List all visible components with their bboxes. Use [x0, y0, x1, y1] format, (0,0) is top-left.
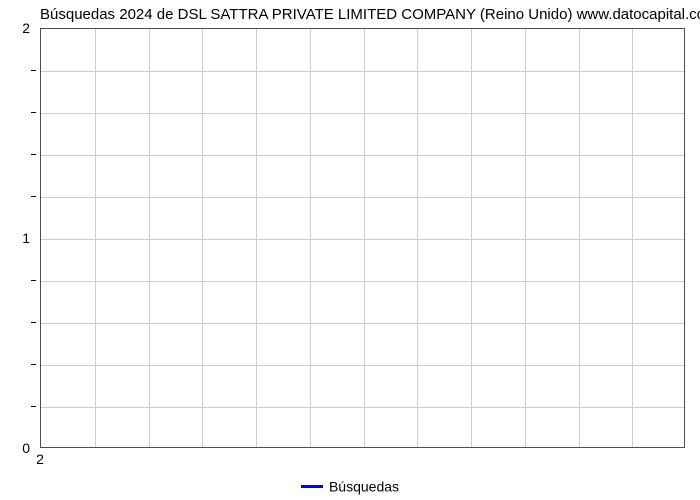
y-tick-label: 2	[22, 21, 30, 35]
chart-container: Búsquedas 2024 de DSL SATTRA PRIVATE LIM…	[0, 0, 700, 500]
gridline-vertical	[95, 29, 96, 447]
y-minor-tick	[31, 406, 36, 407]
plot-area	[40, 28, 685, 448]
y-axis: 012	[0, 28, 36, 448]
gridline-vertical	[202, 29, 203, 447]
gridline-horizontal	[41, 323, 684, 324]
legend-swatch	[301, 485, 323, 488]
gridline-vertical	[471, 29, 472, 447]
y-minor-tick	[31, 280, 36, 281]
y-minor-tick	[31, 322, 36, 323]
gridline-vertical	[364, 29, 365, 447]
gridline-vertical	[525, 29, 526, 447]
y-tick-label: 0	[22, 441, 30, 455]
gridline-horizontal	[41, 281, 684, 282]
legend-label: Búsquedas	[329, 478, 399, 494]
x-tick-label: 2	[36, 452, 44, 466]
gridline-vertical	[579, 29, 580, 447]
gridline-vertical	[417, 29, 418, 447]
gridline-horizontal	[41, 155, 684, 156]
gridline-horizontal	[41, 113, 684, 114]
gridline-horizontal	[41, 365, 684, 366]
legend: Búsquedas	[0, 477, 700, 494]
y-minor-tick	[31, 112, 36, 113]
gridline-vertical	[310, 29, 311, 447]
gridline-horizontal	[41, 239, 684, 240]
gridline-vertical	[256, 29, 257, 447]
gridline-horizontal	[41, 407, 684, 408]
gridline-horizontal	[41, 71, 684, 72]
gridline-vertical	[632, 29, 633, 447]
y-tick-label: 1	[22, 231, 30, 245]
chart-title: Búsquedas 2024 de DSL SATTRA PRIVATE LIM…	[40, 6, 690, 23]
y-minor-tick	[31, 364, 36, 365]
gridline-vertical	[149, 29, 150, 447]
y-minor-tick	[31, 154, 36, 155]
y-minor-tick	[31, 196, 36, 197]
y-minor-tick	[31, 70, 36, 71]
gridline-horizontal	[41, 197, 684, 198]
x-axis: 2	[40, 448, 685, 478]
